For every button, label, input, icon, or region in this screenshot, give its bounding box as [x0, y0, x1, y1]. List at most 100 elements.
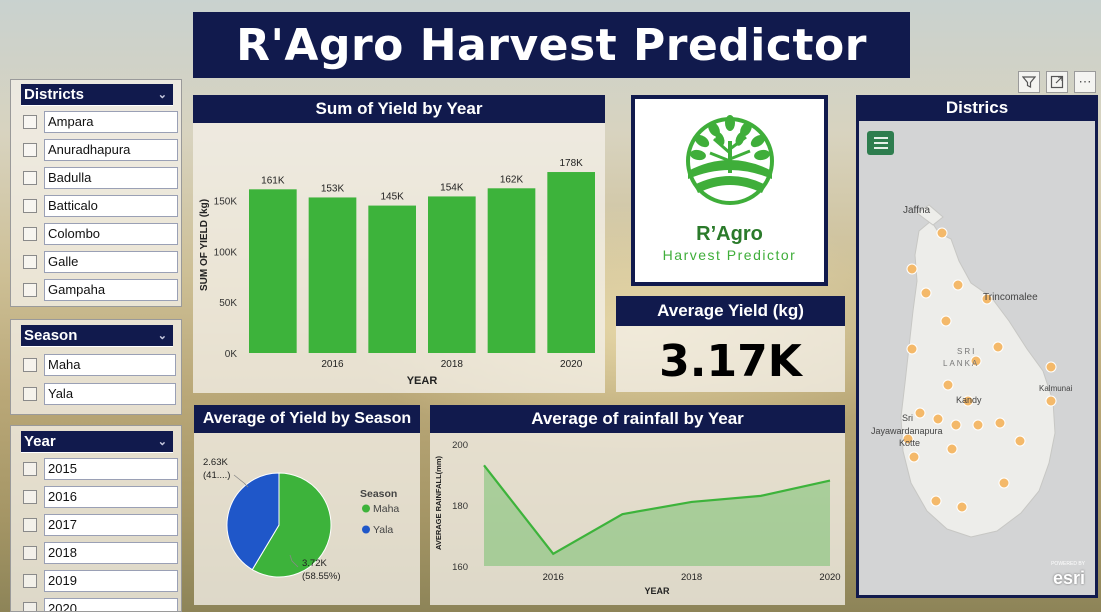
yield-by-season-panel: Average of Yield by Season 3.72K (58.55%)…	[194, 405, 420, 605]
slicer-item-colombo[interactable]: Colombo	[23, 223, 178, 245]
slicer-item-label: Maha	[44, 354, 176, 376]
slicer-item-2016[interactable]: 2016	[23, 486, 178, 508]
data-label: 161K	[261, 175, 285, 186]
logo-name: R’Agro	[696, 223, 763, 245]
slicer-item-label: Batticalo	[44, 195, 178, 217]
season-slicer: Season ⌄ Maha Yala	[10, 319, 182, 415]
slicer-item-2019[interactable]: 2019	[23, 570, 178, 592]
bar	[428, 196, 476, 353]
map-menu-button[interactable]	[867, 131, 894, 155]
page-title: R'Agro Harvest Predictor	[193, 12, 910, 78]
y-tick-label: 150K	[214, 197, 238, 208]
pie-label-value: 3.72K	[302, 558, 327, 569]
legend-marker	[362, 504, 370, 513]
kpi-title: Average Yield (kg)	[616, 296, 845, 326]
slicer-item-2018[interactable]: 2018	[23, 542, 178, 564]
checkbox[interactable]	[23, 171, 37, 185]
slicer-item-label: Ampara	[44, 111, 178, 133]
sri-lanka-map	[900, 204, 1057, 538]
slicer-item-label: Gampaha	[44, 279, 178, 301]
slicer-item-batticalo[interactable]: Batticalo	[23, 195, 178, 217]
checkbox[interactable]	[23, 546, 37, 560]
slicer-item-gampaha[interactable]: Gampaha	[23, 279, 178, 301]
slicer-item-2015[interactable]: 2015	[23, 458, 178, 480]
slicer-item-maha[interactable]: Maha	[23, 354, 176, 376]
slicer-item-label: 2018	[44, 542, 178, 564]
esri-logo: esri	[1052, 568, 1085, 588]
slicer-item-ampara[interactable]: Ampara	[23, 111, 178, 133]
year-slicer-title: Year	[24, 433, 56, 450]
more-options-icon[interactable]: ⋯	[1074, 71, 1096, 93]
x-tick-label: 2016	[543, 572, 564, 583]
checkbox[interactable]	[23, 574, 37, 588]
map-label-sri-jayawardanapura: Sri	[902, 413, 913, 423]
slicer-item-label: Galle	[44, 251, 178, 273]
checkbox[interactable]	[23, 115, 37, 129]
x-tick-label: 2018	[441, 359, 464, 370]
checkbox[interactable]	[23, 490, 37, 504]
checkbox[interactable]	[23, 387, 37, 401]
data-label: 153K	[321, 183, 345, 194]
slicer-item-label: 2015	[44, 458, 178, 480]
checkbox[interactable]	[23, 227, 37, 241]
checkbox[interactable]	[23, 462, 37, 476]
area-chart: 160 180 200 2016 2018 2020 YEAR AVERAGE RAINFAL…	[434, 440, 841, 596]
data-label: 154K	[440, 182, 464, 193]
data-label: 162K	[500, 174, 524, 185]
slicer-item-galle[interactable]: Galle	[23, 251, 178, 273]
checkbox[interactable]	[23, 283, 37, 297]
map-canvas[interactable]: Jaffna Trincomalee SRI LANKA Kandy Kalmu…	[859, 121, 1095, 595]
focus-mode-icon[interactable]	[1046, 71, 1068, 93]
slicer-item-badulla[interactable]: Badulla	[23, 167, 178, 189]
season-slicer-header[interactable]: Season ⌄	[21, 325, 173, 347]
legend-entry: Maha	[373, 503, 399, 515]
map-label-kalmunai: Kalmunai	[1039, 384, 1073, 393]
pie-label-pct: (58.55%)	[302, 571, 341, 582]
slicer-item-label: 2019	[44, 570, 178, 592]
x-axis-title: YEAR	[407, 375, 438, 387]
checkbox[interactable]	[23, 255, 37, 269]
chevron-down-icon[interactable]: ⌄	[157, 330, 167, 342]
yield-by-year-panel: Sum of Yield by Year 0K 50K 100K 150K 161K 15…	[193, 95, 605, 393]
checkbox[interactable]	[23, 358, 37, 372]
x-tick-label: 2018	[681, 572, 702, 583]
bar	[368, 205, 416, 353]
year-slicer-header[interactable]: Year ⌄	[21, 431, 173, 453]
chevron-down-icon[interactable]: ⌄	[157, 89, 167, 101]
y-tick-label: 200	[452, 440, 468, 451]
pie-label-value: 2.63K	[203, 457, 228, 468]
data-label: 145K	[380, 192, 404, 203]
slicer-item-label: Badulla	[44, 167, 178, 189]
slicer-item-label: 2017	[44, 514, 178, 536]
slicer-item-2020[interactable]: 2020	[23, 598, 178, 611]
y-tick-label: 160	[452, 562, 468, 573]
pie-chart: 3.72K (58.55%) 2.63K (41....) Season Maha Yala	[203, 457, 399, 582]
checkbox[interactable]	[23, 602, 37, 611]
y-tick-label: 100K	[214, 247, 238, 258]
slicer-item-2017[interactable]: 2017	[23, 514, 178, 536]
rainfall-area	[484, 465, 830, 566]
slicer-item-yala[interactable]: Yala	[23, 383, 176, 405]
x-tick-label: 2020	[560, 359, 583, 370]
districts-slicer: Districts ⌄ Ampara Anuradhapura Badulla …	[10, 79, 182, 307]
checkbox[interactable]	[23, 199, 37, 213]
map-title: Districs	[945, 98, 1009, 117]
logo-panel: R’Agro Harvest Predictor	[631, 95, 828, 286]
districts-map-panel: Districs	[856, 95, 1098, 598]
map-label-lanka: LANKA	[943, 359, 980, 368]
checkbox[interactable]	[23, 518, 37, 532]
logo-card: R’Agro Harvest Predictor	[635, 99, 824, 282]
map-label-kotte: Kotte	[899, 438, 921, 448]
slicer-item-anuradhapura[interactable]: Anuradhapura	[23, 139, 178, 161]
districts-slicer-header[interactable]: Districts ⌄	[21, 84, 173, 106]
chevron-down-icon[interactable]: ⌄	[157, 436, 167, 448]
pie-slice-yala	[226, 472, 280, 571]
slicer-item-label: 2020	[44, 598, 178, 611]
pie-slice-maha	[251, 472, 332, 578]
rainfall-by-year-panel: Average of rainfall by Year 160 180 200 201…	[430, 405, 845, 605]
x-tick-label: 2016	[321, 359, 344, 370]
filter-icon[interactable]	[1018, 71, 1040, 93]
checkbox[interactable]	[23, 143, 37, 157]
map-label-jayawardanapura: Jayawardanapura	[871, 426, 943, 436]
slicer-item-label: Anuradhapura	[44, 139, 178, 161]
